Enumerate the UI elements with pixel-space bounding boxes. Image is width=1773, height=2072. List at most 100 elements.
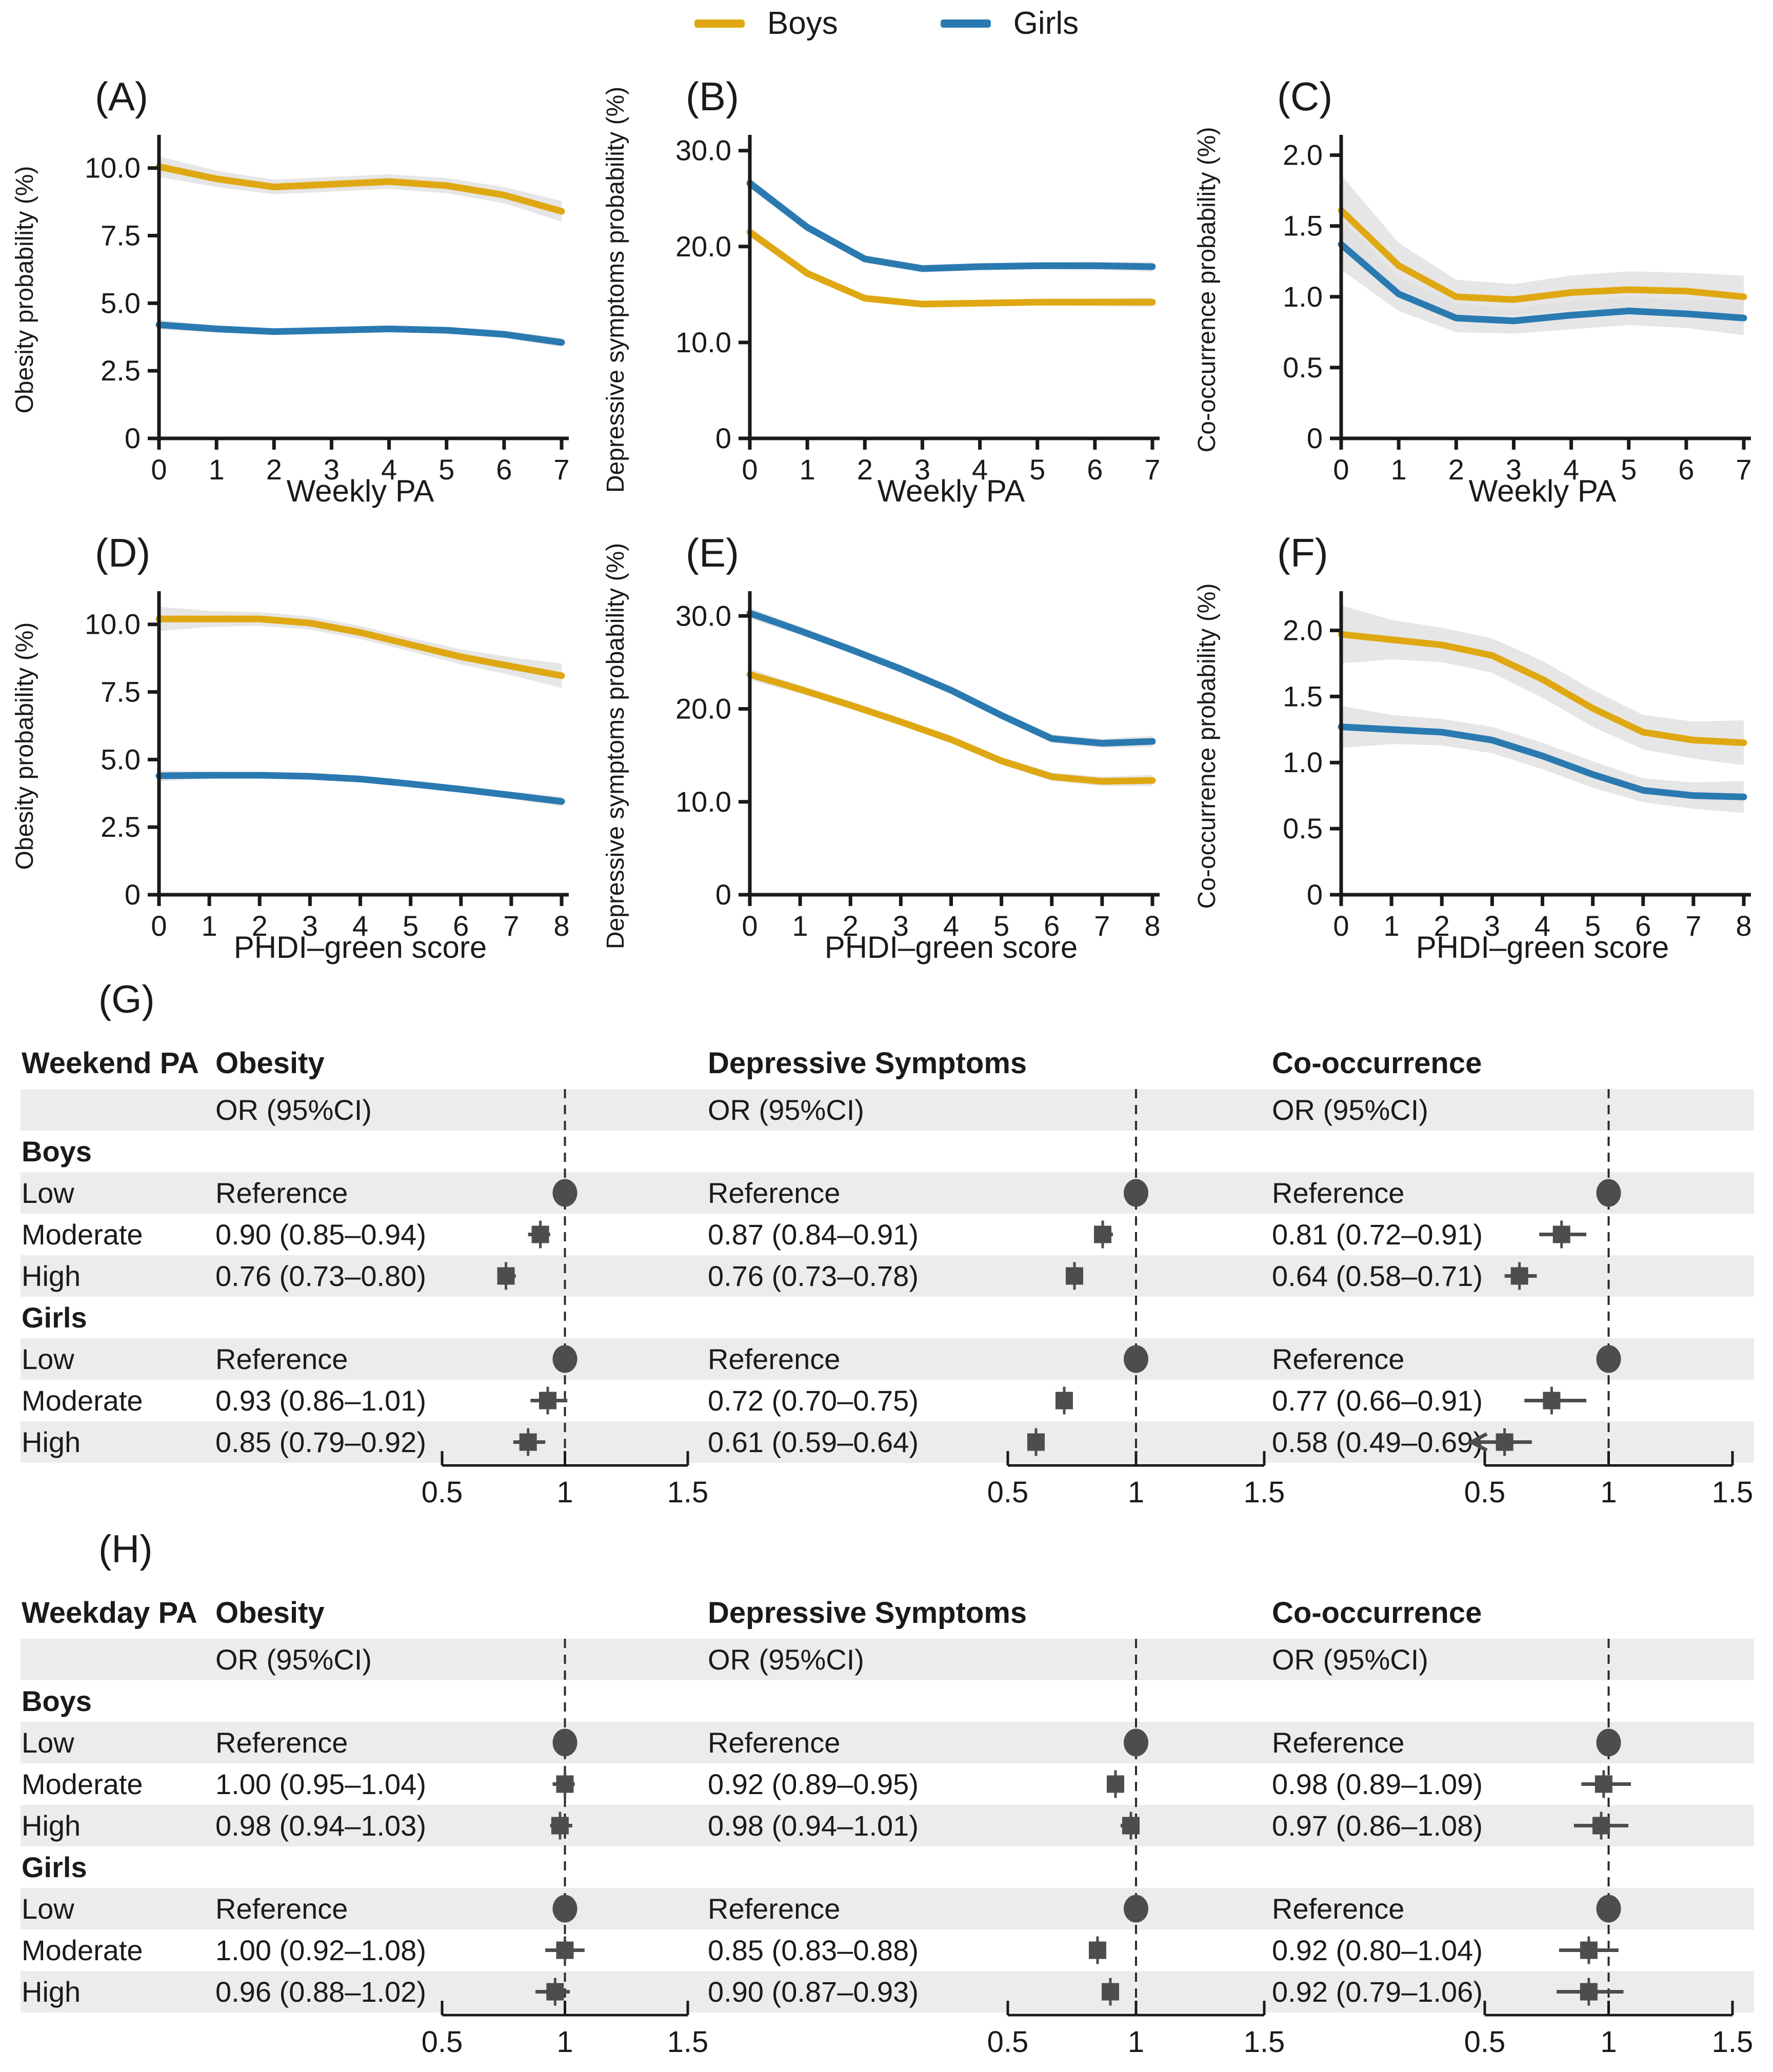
or-value-cell: Reference — [215, 1343, 348, 1375]
forest-axis-tick-label: 1.5 — [667, 2025, 709, 2059]
x-tick-label: 7 — [1736, 453, 1751, 486]
y-tick-label: 0.5 — [1283, 812, 1323, 844]
or-value-cell: 0.90 (0.87–0.93) — [708, 1976, 919, 2008]
panel-letter: (C) — [1277, 74, 1332, 119]
level-label: Low — [22, 1893, 74, 1925]
x-tick-label: 4 — [1535, 910, 1550, 942]
level-label: Moderate — [22, 1934, 143, 1966]
y-tick-label: 2.0 — [1283, 614, 1323, 646]
girls-line-swatch-icon — [940, 19, 991, 28]
x-tick-label: 7 — [553, 453, 569, 486]
ci-band-girls — [1341, 218, 1744, 335]
group-label-boys: Boys — [22, 1685, 92, 1717]
outcome-header-obesity: Obesity — [215, 1596, 325, 1630]
forest-row: OR (95%CI) OR (95%CI) OR (95%CI) — [21, 1639, 1754, 1680]
y-tick-label: 0.5 — [1283, 351, 1323, 384]
legend-item-boys: Boys — [694, 5, 838, 42]
or-ci-column-label: OR (95%CI) — [215, 1643, 372, 1676]
or-value-cell: 0.98 (0.94–1.01) — [708, 1809, 919, 1842]
or-value-cell: 0.87 (0.84–0.91) — [708, 1218, 919, 1251]
x-tick-label: 2 — [843, 910, 859, 942]
forest-axis-tick-label: 1.5 — [1244, 1476, 1285, 1509]
or-value-cell: 1.00 (0.95–1.04) — [215, 1768, 426, 1800]
chart-E-depressive-phdi: 0 10.0 20.0 30.0 0 1 2 3 4 5 6 7 8 (E) PHDI–green scor… — [602, 530, 1161, 964]
level-label: Moderate — [22, 1384, 143, 1417]
x-tick-label: 5 — [1621, 453, 1637, 486]
x-tick-label: 2 — [252, 910, 268, 942]
forest-rows: OR (95%CI) OR (95%CI) OR (95%CI) Boys Low Ref… — [21, 1639, 1754, 2013]
ci-band-boys — [159, 156, 562, 222]
or-value-cell: Reference — [708, 1893, 841, 1925]
panel-label-H: (H) — [98, 1527, 153, 1571]
chart-A-obesity-weekly-pa: 0 2.5 5.0 7.5 10.0 0 1 2 3 4 5 6 7 (A) Weekly PA Obesit… — [11, 74, 570, 508]
chart-F-cooccurrence-phdi: 0 0.5 1.0 1.5 2.0 0 1 2 3 4 5 6 7 8 (F) PHDI–green scor… — [1193, 530, 1752, 964]
x-tick-label: 7 — [503, 910, 519, 942]
forest-axis-tick-label: 0.5 — [987, 2025, 1029, 2059]
y-tick-label: 20.0 — [675, 230, 731, 263]
ci-band-girls — [750, 607, 1152, 748]
y-tick-label: 7.5 — [101, 219, 141, 252]
forest-axis-tick-label: 1 — [1128, 1476, 1144, 1509]
y-tick-label: 30.0 — [675, 599, 731, 632]
forest-row: Low Reference Reference Reference — [21, 1722, 1754, 1763]
series-line-boys — [155, 163, 565, 215]
y-tick-label: 5.0 — [101, 287, 141, 319]
x-tick-label: 1 — [1391, 453, 1407, 486]
panel-H-weekday-pa-forest: (H) Weekday PA Obesity Depressive Sympto… — [0, 1519, 1773, 2072]
y-axis-title: Depressive symptoms probability (%) — [602, 543, 629, 949]
or-value-cell: 1.00 (0.92–1.08) — [215, 1934, 426, 1966]
x-tick-label: 3 — [324, 453, 340, 486]
x-tick-label: 0 — [151, 910, 167, 942]
panel-letter: (B) — [686, 74, 739, 119]
x-tick-label: 8 — [1144, 910, 1160, 942]
or-value-cell: Reference — [215, 1177, 348, 1209]
forest-axis-tick-label: 0.5 — [1464, 1476, 1506, 1509]
or-ci-column-label: OR (95%CI) — [1272, 1643, 1428, 1676]
series-line-girls — [155, 772, 565, 805]
series-line-boys — [1338, 207, 1747, 303]
x-tick-label: 5 — [1029, 453, 1045, 486]
or-value-cell: 0.93 (0.86–1.01) — [215, 1384, 426, 1417]
or-value-cell: 0.76 (0.73–0.78) — [708, 1260, 919, 1292]
panel-letter: (F) — [1277, 530, 1328, 575]
or-value-cell: 0.72 (0.70–0.75) — [708, 1384, 919, 1417]
forest-row: Girls — [21, 1846, 1754, 1888]
forest-row-header: Weekday PA — [22, 1596, 197, 1630]
panel-G-weekend-pa-forest: (G) Weekend PA Obesity Depressive Sympto… — [0, 969, 1773, 1513]
x-axis-title: PHDI–green score — [234, 930, 487, 964]
forest-axis-tick-label: 0.5 — [1464, 2025, 1506, 2059]
or-value-cell: Reference — [1272, 1726, 1405, 1759]
level-label: Low — [22, 1726, 74, 1759]
forest-axis-tick-label: 1 — [1600, 1476, 1617, 1509]
forest-header-row: Weekend PA Obesity Depressive Symptoms C… — [0, 1046, 1773, 1089]
y-tick-label: 0 — [125, 878, 141, 911]
forest-row: Moderate 0.93 (0.86–1.01) 0.72 (0.70–0.75)… — [21, 1380, 1754, 1421]
y-tick-label: 10.0 — [85, 152, 141, 184]
y-tick-label: 1.0 — [1283, 280, 1323, 313]
group-label-boys: Boys — [22, 1135, 92, 1168]
or-value-cell: Reference — [1272, 1893, 1405, 1925]
series-line-boys — [746, 671, 1156, 785]
forest-axis-tick-label: 1.5 — [1712, 1476, 1754, 1509]
outcome-header-cooccurrence: Co-occurrence — [1272, 1596, 1482, 1630]
or-value-cell: 0.81 (0.72–0.91) — [1272, 1218, 1483, 1251]
outcome-header-cooccurrence: Co-occurrence — [1272, 1047, 1482, 1080]
chart-B-depressive-weekly-pa: 0 10.0 20.0 30.0 0 1 2 3 4 5 6 7 (B) Weekly PA Depress… — [602, 74, 1161, 508]
chart-D-obesity-phdi: 0 2.5 5.0 7.5 10.0 0 1 2 3 4 5 6 7 8 (D) PHDI–green sco… — [11, 530, 570, 964]
forest-row: Moderate 0.90 (0.85–0.94) 0.87 (0.84–0.91)… — [21, 1214, 1754, 1255]
forest-axis-tick-label: 1 — [556, 2025, 573, 2059]
y-tick-label: 2.0 — [1283, 139, 1323, 171]
x-tick-label: 6 — [1678, 453, 1694, 486]
y-tick-label: 7.5 — [101, 676, 141, 708]
panel-letter: (A) — [95, 74, 148, 119]
series-line-girls — [746, 610, 1156, 747]
or-value-cell: 0.90 (0.85–0.94) — [215, 1218, 426, 1251]
x-axis-title: PHDI–green score — [1416, 930, 1669, 964]
x-tick-label: 4 — [352, 910, 368, 942]
level-label: Moderate — [22, 1768, 143, 1800]
or-value-cell: 0.98 (0.94–1.03) — [215, 1809, 426, 1842]
forest-row: Moderate 1.00 (0.92–1.08) 0.85 (0.83–0.88)… — [21, 1929, 1754, 1971]
or-value-cell: 0.92 (0.89–0.95) — [708, 1768, 919, 1800]
x-tick-label: 5 — [993, 910, 1009, 942]
y-tick-label: 10.0 — [85, 608, 141, 640]
